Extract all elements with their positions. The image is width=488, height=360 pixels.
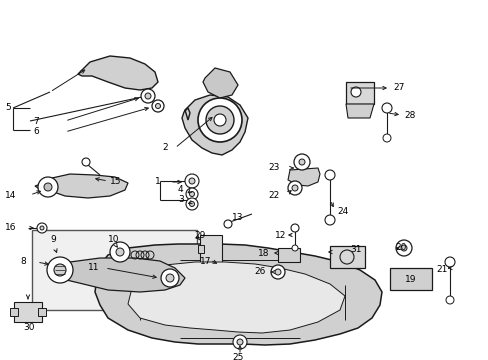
Circle shape <box>152 100 163 112</box>
Circle shape <box>395 240 411 256</box>
Text: 25: 25 <box>231 352 243 360</box>
Circle shape <box>287 181 302 195</box>
Bar <box>10 308 18 316</box>
Text: 20: 20 <box>394 243 406 252</box>
Text: 24: 24 <box>336 207 347 216</box>
Text: 29: 29 <box>194 230 205 239</box>
Text: 13: 13 <box>231 213 243 222</box>
Text: 7: 7 <box>33 117 39 126</box>
Circle shape <box>110 242 130 262</box>
Bar <box>389 268 431 290</box>
Text: 8: 8 <box>20 257 26 266</box>
Circle shape <box>161 269 179 287</box>
Text: 1: 1 <box>155 176 161 185</box>
Circle shape <box>165 274 174 282</box>
Bar <box>278 248 299 262</box>
Circle shape <box>444 257 454 267</box>
Text: 16: 16 <box>5 224 17 233</box>
Bar <box>329 246 364 268</box>
Text: 28: 28 <box>403 111 414 120</box>
Polygon shape <box>346 104 373 118</box>
Circle shape <box>270 265 285 279</box>
Polygon shape <box>128 262 345 333</box>
Circle shape <box>350 87 360 97</box>
Text: 5: 5 <box>5 104 11 112</box>
Circle shape <box>214 114 225 126</box>
Circle shape <box>82 158 90 166</box>
Circle shape <box>237 339 243 345</box>
Circle shape <box>155 104 160 108</box>
Polygon shape <box>35 174 128 198</box>
Text: 11: 11 <box>88 264 99 273</box>
Polygon shape <box>182 95 247 155</box>
Text: 9: 9 <box>50 235 56 244</box>
Circle shape <box>325 170 334 180</box>
Circle shape <box>325 215 334 225</box>
Circle shape <box>232 335 246 349</box>
Text: 15: 15 <box>110 176 121 185</box>
Circle shape <box>400 245 406 251</box>
Bar <box>346 82 373 104</box>
Circle shape <box>445 296 453 304</box>
Circle shape <box>145 93 151 99</box>
Bar <box>198 245 203 253</box>
Text: 10: 10 <box>108 235 119 244</box>
Circle shape <box>116 248 124 256</box>
Circle shape <box>298 159 305 165</box>
Polygon shape <box>287 168 319 186</box>
Polygon shape <box>95 244 381 345</box>
Bar <box>14 302 42 322</box>
Text: 30: 30 <box>23 323 35 332</box>
Circle shape <box>185 198 198 210</box>
Text: 22: 22 <box>267 192 279 201</box>
Circle shape <box>205 106 234 134</box>
Circle shape <box>290 224 298 232</box>
Circle shape <box>274 269 281 275</box>
Text: 2: 2 <box>162 144 167 153</box>
Circle shape <box>291 185 297 191</box>
FancyBboxPatch shape <box>32 230 197 310</box>
Circle shape <box>185 188 198 200</box>
Circle shape <box>38 177 58 197</box>
Polygon shape <box>55 258 184 292</box>
Circle shape <box>54 264 66 276</box>
Text: 12: 12 <box>274 230 286 239</box>
Circle shape <box>291 245 297 251</box>
Circle shape <box>184 174 199 188</box>
Text: 26: 26 <box>253 267 265 276</box>
Circle shape <box>224 220 231 228</box>
Circle shape <box>198 98 242 142</box>
Circle shape <box>382 134 390 142</box>
Circle shape <box>381 103 391 113</box>
Circle shape <box>189 192 194 197</box>
Text: 17: 17 <box>200 257 211 266</box>
Text: 6: 6 <box>33 127 39 136</box>
Circle shape <box>37 223 47 233</box>
Text: 21: 21 <box>435 266 447 274</box>
Text: 4: 4 <box>178 185 183 194</box>
Text: 18: 18 <box>258 248 269 257</box>
Circle shape <box>141 89 155 103</box>
Text: 31: 31 <box>349 244 361 253</box>
Bar <box>200 235 222 263</box>
Circle shape <box>189 202 194 207</box>
Text: 19: 19 <box>404 275 416 284</box>
Text: 23: 23 <box>267 163 279 172</box>
Text: 27: 27 <box>392 82 404 91</box>
Text: 3: 3 <box>178 195 183 204</box>
Text: 14: 14 <box>5 190 16 199</box>
Bar <box>38 308 46 316</box>
Circle shape <box>44 183 52 191</box>
Circle shape <box>47 257 73 283</box>
Circle shape <box>293 154 309 170</box>
Polygon shape <box>78 56 158 90</box>
Circle shape <box>189 178 195 184</box>
Polygon shape <box>203 68 238 98</box>
Circle shape <box>40 226 44 230</box>
